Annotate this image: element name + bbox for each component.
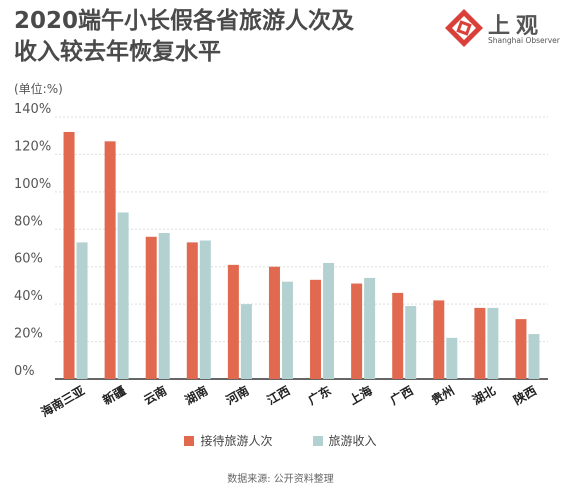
bar-revenue [487,307,499,379]
bar-visitors [268,266,280,379]
bar-visitors [310,279,322,379]
logo-subtitle: Shanghai Observer [488,36,560,45]
bar-visitors [433,300,445,379]
shanghai-observer-logo-icon [445,9,483,47]
x-tick-label: 云南 [141,383,169,408]
bar-revenue [446,337,458,379]
bar-visitors [474,307,486,379]
y-tick-label: 80% [14,214,43,229]
bar-visitors [351,283,363,379]
bar-revenue [281,281,293,379]
logo: 上观 Shanghai Observer [444,8,560,52]
legend-item-revenue: 旅游收入 [312,432,377,449]
legend-label-revenue: 旅游收入 [328,434,377,448]
x-tick-label: 广西 [387,383,415,408]
logo-name: 上观 [488,14,545,39]
y-tick-label: 40% [14,289,43,304]
x-tick-label: 海南三亚 [38,383,87,420]
x-tick-label: 广东 [305,383,333,408]
bar-revenue [364,277,376,379]
bar-visitors [145,236,157,379]
bar-revenue [405,306,417,379]
bar-chart: 0% 20% 40% 60% 80% 100% 120% 140% 海南三亚 新疆 云南 湖南 河南 江西… [14,102,548,420]
bar-visitors [104,141,116,379]
chart-title-line-1: 2020端午小长假各省旅游人次及 [14,8,355,34]
legend: 接待旅游人次 旅游收入 [0,432,561,449]
bar-visitors [392,292,404,379]
y-tick-label: 20% [14,327,43,342]
bar-visitors [186,242,198,379]
data-source: 数据来源: 公开资料整理 [227,474,334,485]
x-tick-label: 贵州 [428,383,456,408]
legend-item-visitors: 接待旅游人次 [184,432,273,449]
bar-revenue [117,212,129,379]
x-tick-label: 江西 [264,383,292,408]
x-tick-label: 陕西 [511,383,539,408]
y-tick-label: 120% [14,139,51,154]
chart-title-line-2: 收入较去年恢复水平 [14,39,221,65]
bar-revenue [158,233,170,379]
x-tick-label: 新疆 [100,383,128,408]
legend-label-visitors: 接待旅游人次 [200,434,273,448]
bar-revenue [76,242,88,379]
bar-revenue [528,334,540,379]
x-tick-label: 湖南 [182,383,210,408]
bar-visitors [515,319,527,379]
bar-revenue [199,240,211,379]
x-tick-label: 湖北 [470,383,498,408]
x-tick-label: 河南 [222,383,251,408]
y-tick-label: 100% [14,177,51,192]
y-tick-label: 0% [14,364,35,379]
x-tick-label: 上海 [346,383,374,408]
bar-visitors [227,264,239,379]
bar-revenue [240,304,252,379]
chart-title: 2020端午小长假各省旅游人次及 收入较去年恢复水平 [14,6,414,68]
unit-label: (单位:%) [14,82,63,96]
y-tick-label: 140% [14,102,51,117]
y-tick-label: 60% [14,252,43,267]
legend-swatch-visitors [184,435,195,446]
legend-swatch-revenue [312,435,323,446]
bar-revenue [323,262,335,379]
bar-visitors [63,131,75,379]
